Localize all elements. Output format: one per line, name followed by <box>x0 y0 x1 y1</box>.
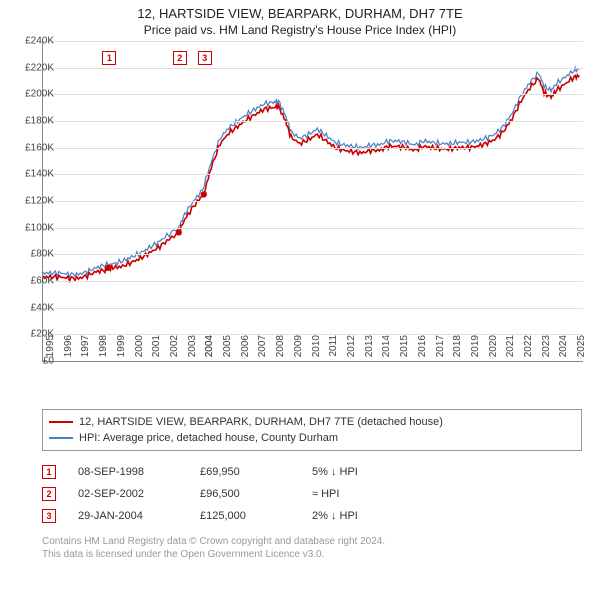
sale-point-index-box: 2 <box>173 51 187 65</box>
legend-label: 12, HARTSIDE VIEW, BEARPARK, DURHAM, DH7… <box>79 416 443 428</box>
x-axis-label: 2004 <box>204 335 215 365</box>
x-axis-label: 2008 <box>275 335 286 365</box>
x-axis-label: 2002 <box>169 335 180 365</box>
x-axis-label: 1998 <box>98 335 109 365</box>
event-index-box: 2 <box>42 487 56 501</box>
y-axis-label: £180K <box>25 115 54 126</box>
x-axis-label: 2000 <box>134 335 145 365</box>
y-axis-label: £220K <box>25 62 54 73</box>
legend-row: 12, HARTSIDE VIEW, BEARPARK, DURHAM, DH7… <box>49 414 575 430</box>
gridline-h <box>43 68 583 69</box>
gridline-h <box>43 254 583 255</box>
gridline-h <box>43 174 583 175</box>
event-row: 1 08-SEP-1998 £69,950 5% ↓ HPI <box>42 461 582 483</box>
event-delta: 2% ↓ HPI <box>312 510 402 522</box>
legend-label: HPI: Average price, detached house, Coun… <box>79 432 338 444</box>
gridline-h <box>43 94 583 95</box>
y-axis-label: £80K <box>31 249 54 260</box>
event-index-box: 3 <box>42 509 56 523</box>
legend-row: HPI: Average price, detached house, Coun… <box>49 430 575 446</box>
chart-area: 123 £0£20K£40K£60K£80K£100K£120K£140K£16… <box>40 41 600 401</box>
footnote-line2: This data is licensed under the Open Gov… <box>42 548 582 561</box>
x-axis-label: 2012 <box>346 335 357 365</box>
series-line-subject <box>43 75 579 281</box>
y-axis-label: £240K <box>25 35 54 46</box>
footnote: Contains HM Land Registry data © Crown c… <box>42 535 582 561</box>
plot-region: 1 23 <box>42 41 583 362</box>
x-axis-label: 2023 <box>541 335 552 365</box>
x-axis-label: 2025 <box>576 335 587 365</box>
x-axis-label: 2017 <box>435 335 446 365</box>
x-axis-label: 2024 <box>558 335 569 365</box>
x-axis-label: 2015 <box>399 335 410 365</box>
x-axis-label: 2014 <box>381 335 392 365</box>
sale-point-dot <box>176 229 182 235</box>
x-axis-label: 2019 <box>470 335 481 365</box>
chart-title-line1: 12, HARTSIDE VIEW, BEARPARK, DURHAM, DH7… <box>0 0 600 23</box>
x-axis-label: 1999 <box>116 335 127 365</box>
series-line-hpi <box>43 67 579 276</box>
x-axis-label: 2011 <box>328 335 339 365</box>
gridline-h <box>43 41 583 42</box>
event-date: 02-SEP-2002 <box>78 488 178 500</box>
event-date: 29-JAN-2004 <box>78 510 178 522</box>
event-row: 3 29-JAN-2004 £125,000 2% ↓ HPI <box>42 505 582 527</box>
x-axis-label: 2022 <box>523 335 534 365</box>
event-row: 2 02-SEP-2002 £96,500 ≈ HPI <box>42 483 582 505</box>
gridline-h <box>43 148 583 149</box>
gridline-h <box>43 308 583 309</box>
event-price: £96,500 <box>200 488 290 500</box>
x-axis-label: 2005 <box>222 335 233 365</box>
event-delta: 5% ↓ HPI <box>312 466 402 478</box>
event-date: 08-SEP-1998 <box>78 466 178 478</box>
sales-event-table: 1 08-SEP-1998 £69,950 5% ↓ HPI 2 02-SEP-2002 £… <box>42 461 582 527</box>
legend-box: 12, HARTSIDE VIEW, BEARPARK, DURHAM, DH7… <box>42 409 582 451</box>
sale-point-index-box: 3 <box>198 51 212 65</box>
gridline-h <box>43 201 583 202</box>
x-axis-label: 1996 <box>63 335 74 365</box>
x-axis-label: 2020 <box>488 335 499 365</box>
x-axis-label: 2007 <box>257 335 268 365</box>
x-axis-label: 2010 <box>311 335 322 365</box>
footnote-line1: Contains HM Land Registry data © Crown c… <box>42 535 582 548</box>
x-axis-label: 1997 <box>80 335 91 365</box>
event-index-box: 1 <box>42 465 56 479</box>
x-axis-label: 2021 <box>505 335 516 365</box>
x-axis-label: 1995 <box>45 335 56 365</box>
x-axis-label: 2016 <box>417 335 428 365</box>
legend-swatch <box>49 421 73 423</box>
x-axis-label: 2006 <box>240 335 251 365</box>
chart-container: 12, HARTSIDE VIEW, BEARPARK, DURHAM, DH7… <box>0 0 600 590</box>
event-price: £69,950 <box>200 466 290 478</box>
y-axis-label: £200K <box>25 89 54 100</box>
y-axis-label: £60K <box>31 275 54 286</box>
sale-point-index-box: 1 <box>102 51 116 65</box>
y-axis-label: £120K <box>25 195 54 206</box>
event-delta: ≈ HPI <box>312 488 402 500</box>
event-price: £125,000 <box>200 510 290 522</box>
x-axis-label: 2018 <box>452 335 463 365</box>
gridline-h <box>43 121 583 122</box>
chart-title-line2: Price paid vs. HM Land Registry's House … <box>0 23 600 41</box>
y-axis-label: £140K <box>25 169 54 180</box>
gridline-h <box>43 228 583 229</box>
x-axis-label: 2001 <box>151 335 162 365</box>
legend-swatch <box>49 437 73 439</box>
x-axis-label: 2013 <box>364 335 375 365</box>
gridline-h <box>43 281 583 282</box>
x-axis-label: 2003 <box>187 335 198 365</box>
y-axis-label: £100K <box>25 222 54 233</box>
y-axis-label: £40K <box>31 302 54 313</box>
y-axis-label: £160K <box>25 142 54 153</box>
sale-point-dot <box>201 191 207 197</box>
x-axis-label: 2009 <box>293 335 304 365</box>
sale-point-dot <box>105 264 111 270</box>
